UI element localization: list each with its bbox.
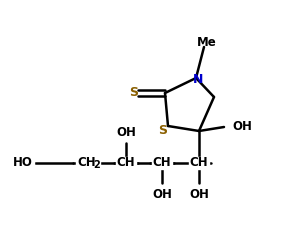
Text: CH: CH (153, 156, 171, 169)
Bar (187, 189, 211, 201)
Text: S: S (158, 123, 167, 137)
Text: OH: OH (152, 188, 172, 201)
Text: CH: CH (78, 156, 96, 169)
Bar (114, 126, 138, 138)
Text: OH: OH (232, 120, 252, 133)
Text: N: N (193, 73, 203, 86)
Text: HO: HO (13, 156, 33, 169)
Text: CH: CH (190, 156, 208, 169)
Text: CH: CH (117, 156, 135, 169)
Text: Me: Me (197, 36, 217, 49)
Bar (150, 189, 174, 201)
Text: OH: OH (189, 188, 209, 201)
Text: 2: 2 (94, 160, 100, 170)
Bar (152, 157, 172, 169)
Bar (76, 157, 100, 169)
Bar (189, 157, 209, 169)
Bar (12, 157, 34, 169)
Bar (116, 157, 136, 169)
Text: S: S (129, 86, 138, 99)
Text: OH: OH (116, 126, 136, 138)
